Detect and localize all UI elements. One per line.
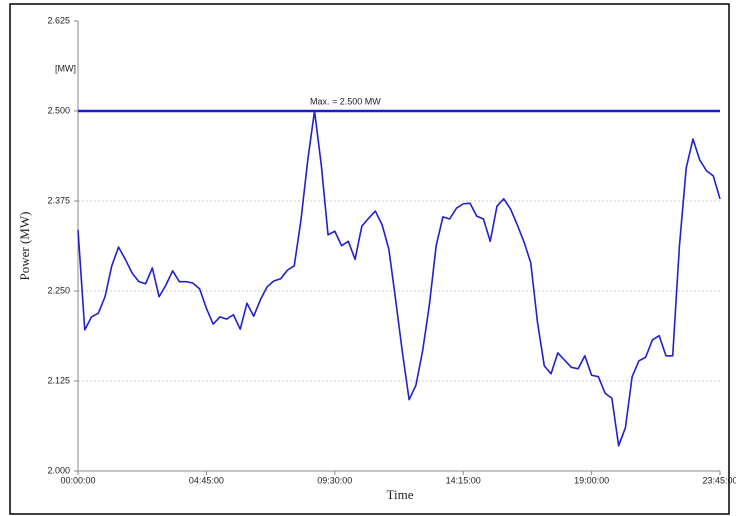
y-tick-label: 2.625	[47, 15, 70, 25]
y-tick-label: 2.000	[47, 465, 70, 475]
y-tick-label: 2.250	[47, 285, 70, 295]
annotation: Max. = 2.500 MW	[310, 96, 381, 106]
x-tick-label: 23:45:00	[702, 475, 736, 485]
frame	[9, 3, 730, 515]
x-tick-label: 04:45:00	[189, 475, 224, 485]
y-tick-label: 2.500	[47, 105, 70, 115]
y-tick-label: 2.125	[47, 375, 70, 385]
x-tick-label: 14:15:00	[446, 475, 481, 485]
y-unit: [MW]	[55, 63, 76, 73]
y-axis-label: Power (MW)	[17, 212, 32, 281]
x-tick-label: 00:00:00	[60, 475, 95, 485]
x-tick-label: 19:00:00	[574, 475, 609, 485]
x-tick-label: 09:30:00	[317, 475, 352, 485]
y-tick-label: 2.375	[47, 195, 70, 205]
data-line	[77, 110, 721, 447]
x-axis-label: Time	[387, 487, 414, 502]
